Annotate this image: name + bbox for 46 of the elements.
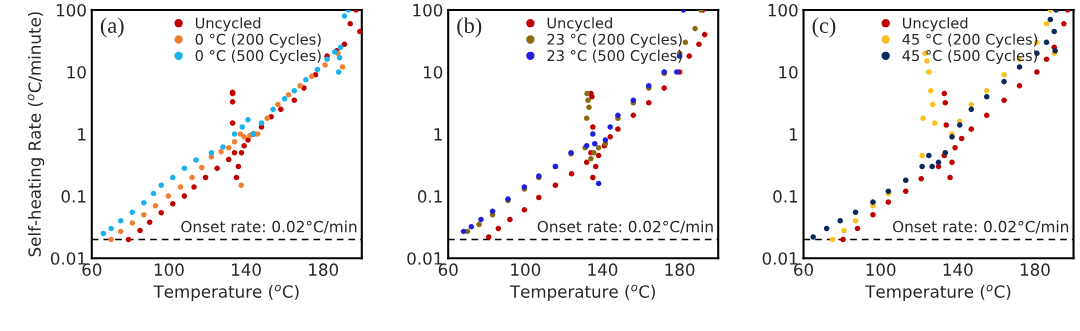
x-tick-label: 100 [511, 263, 541, 276]
legend-label: 23 °C (500 Cycles) [547, 49, 682, 64]
ref-line-label: Onset rate: 0.02°C/min [537, 220, 713, 234]
legend-label: 45 °C (200 Cycles) [902, 33, 1038, 48]
x-tick-label: 140 [588, 263, 618, 276]
x-axis-title: Temperature ($^{o}$C) [865, 284, 1011, 302]
x-tick-label: 180 [665, 263, 695, 276]
y-tick-label: 0.01 [407, 252, 442, 265]
y-tick-label: 10 [423, 65, 443, 79]
y-tick-label: 0.1 [773, 190, 798, 203]
x-tick-label: 60 [794, 263, 814, 276]
x-tick-label: 180 [1020, 263, 1050, 276]
annotation: (b) [457, 17, 482, 38]
annotation: (a) [100, 17, 124, 38]
y-axis-title: Self-heating Rate ($^{o}$C/minute) [27, 12, 45, 257]
legend-label: 45 °C (500 Cycles) [902, 49, 1038, 64]
x-tick-label: 60 [438, 263, 458, 276]
y-tick-label: 100 [413, 3, 443, 17]
y-tick-label: 10 [67, 65, 86, 79]
x-axis-title: Temperature ($^{o}$C) [509, 284, 655, 302]
ref-line-label: Onset rate: 0.02°C/min [892, 220, 1069, 234]
legend-label: 0 °C (500 Cycles) [195, 49, 321, 64]
x-tick-label: 100 [866, 263, 896, 276]
y-tick-label: 0.01 [762, 252, 798, 265]
y-tick-label: 0.1 [61, 190, 86, 203]
x-tick-label: 140 [232, 263, 261, 276]
y-tick-label: 1 [434, 128, 442, 141]
y-tick-label: 0.1 [417, 190, 442, 203]
legend-label: Uncycled [547, 17, 612, 32]
x-axis-title: Temperature ($^{o}$C) [153, 284, 299, 302]
annotation: (c) [812, 17, 836, 38]
x-tick-label: 100 [154, 263, 184, 276]
x-tick-label: 180 [309, 263, 339, 276]
y-tick-label: 0.01 [50, 252, 86, 265]
legend-label: 0 °C (200 Cycles) [195, 33, 321, 48]
x-tick-label: 60 [82, 263, 102, 276]
x-tick-label: 140 [943, 263, 973, 276]
legend-label: 23 °C (200 Cycles) [547, 33, 682, 48]
legend-label: Uncycled [195, 17, 261, 32]
ref-line-label: Onset rate: 0.02°C/min [181, 220, 357, 234]
y-tick-label: 100 [768, 3, 798, 17]
y-tick-label: 1 [789, 128, 798, 141]
y-tick-label: 100 [56, 3, 86, 17]
y-tick-label: 1 [78, 128, 86, 141]
legend-label: Uncycled [903, 17, 968, 32]
y-tick-label: 10 [779, 65, 798, 79]
